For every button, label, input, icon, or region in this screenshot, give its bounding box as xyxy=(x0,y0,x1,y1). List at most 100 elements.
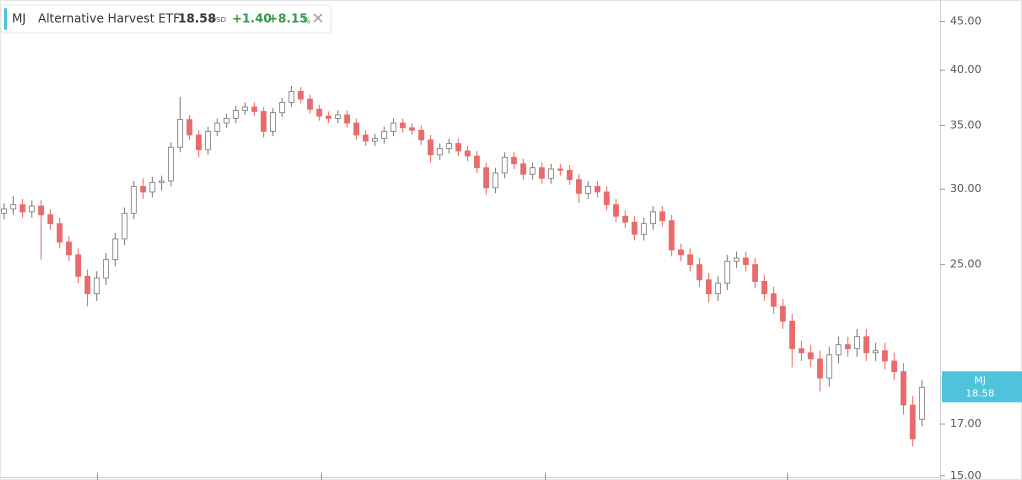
candle-body xyxy=(103,259,109,279)
candle-body xyxy=(622,215,629,223)
candle-body xyxy=(501,156,508,174)
y-tick-label: 15.00 xyxy=(950,469,982,480)
candle-body xyxy=(900,371,907,406)
last-price-box xyxy=(942,371,1022,403)
candle-body xyxy=(56,223,63,243)
candle-body xyxy=(288,91,295,103)
last-price-value: 18.58 xyxy=(966,388,995,399)
percent-unit: % xyxy=(303,17,311,26)
candle-body xyxy=(631,221,638,235)
candle-body xyxy=(640,223,647,235)
candle-body xyxy=(455,143,462,152)
candle-body xyxy=(112,238,119,261)
candle-body xyxy=(297,91,304,100)
candle-body xyxy=(316,108,323,117)
instrument-name: Alternative Harvest ETF xyxy=(38,12,180,26)
candle-body xyxy=(835,344,842,356)
candle-body xyxy=(891,360,898,373)
candle-body xyxy=(761,281,768,295)
candle-body xyxy=(705,279,712,295)
candle-body xyxy=(780,305,786,322)
candle-body xyxy=(344,114,350,124)
candle-body xyxy=(659,211,666,222)
candle-body xyxy=(826,354,833,379)
candle-body xyxy=(149,181,156,193)
candle-body xyxy=(353,122,360,136)
legend: MJ Alternative Harvest ETF 18.58 USD +1.… xyxy=(0,4,332,34)
candle-body xyxy=(279,102,286,114)
candle-body xyxy=(334,114,341,119)
candle-body xyxy=(770,293,777,307)
candle-body xyxy=(548,168,554,179)
legend-box xyxy=(0,4,332,34)
candle-body xyxy=(251,106,258,112)
candle-body xyxy=(529,167,536,175)
candle-body xyxy=(186,119,193,136)
candle-body xyxy=(464,150,471,157)
candle-body xyxy=(130,186,137,214)
candle-body xyxy=(242,106,248,111)
candle-body xyxy=(260,111,267,132)
y-tick-label: 17.00 xyxy=(950,417,982,430)
candle-body xyxy=(307,98,313,110)
candle-body xyxy=(752,264,758,282)
candle-body xyxy=(520,163,527,175)
candle-body xyxy=(75,254,82,277)
symbol: MJ xyxy=(12,12,26,26)
candle-body xyxy=(844,344,851,350)
candle-body xyxy=(427,139,434,156)
candle-body xyxy=(372,138,378,142)
candle-body xyxy=(47,214,54,225)
y-tick-label: 40.00 xyxy=(950,63,982,76)
y-tick-label: 35.00 xyxy=(950,118,982,131)
candle-body xyxy=(84,275,91,295)
candle-body xyxy=(474,155,480,169)
candle-body xyxy=(919,386,925,420)
candle-body xyxy=(93,277,100,295)
candle-body xyxy=(362,134,369,142)
candle-body xyxy=(19,204,26,213)
last-price-symbol: MJ xyxy=(974,375,986,386)
candle-body xyxy=(158,180,165,183)
candle-body xyxy=(483,167,490,189)
change-percent: +8.15 xyxy=(268,12,308,26)
candle-body xyxy=(140,186,146,193)
candle-body xyxy=(854,336,860,350)
candle-body xyxy=(613,204,619,217)
change: +1.40 xyxy=(232,12,272,26)
candle-body xyxy=(121,212,128,240)
y-tick-label: 25.00 xyxy=(950,258,982,271)
candle-body xyxy=(10,204,17,210)
candle-body xyxy=(223,117,230,124)
candle-body xyxy=(798,348,805,354)
candle-body xyxy=(325,115,332,119)
candle-body xyxy=(789,320,796,350)
candle-body xyxy=(399,122,406,129)
candle-body xyxy=(492,172,499,189)
candle-body xyxy=(687,254,694,265)
candle-body xyxy=(678,249,684,256)
candle-body xyxy=(418,129,425,141)
candle-body xyxy=(724,260,731,284)
close-button[interactable] xyxy=(313,13,323,23)
candle-body xyxy=(650,211,656,225)
candle-body xyxy=(28,205,35,213)
candle-body xyxy=(177,119,184,148)
y-tick-label: 30.00 xyxy=(950,182,982,195)
candle-body xyxy=(872,350,879,354)
candle-body xyxy=(214,122,221,132)
candle-body xyxy=(381,130,388,140)
candle-body xyxy=(409,127,415,131)
candle-body xyxy=(436,148,443,156)
candle-body xyxy=(909,404,916,440)
close-icon[interactable] xyxy=(313,13,323,23)
candle-body xyxy=(446,143,452,149)
candle-body xyxy=(668,220,675,251)
candle-body xyxy=(863,336,870,354)
candle-body xyxy=(585,186,592,194)
legend-accent xyxy=(4,8,7,30)
candle-body xyxy=(817,358,823,379)
